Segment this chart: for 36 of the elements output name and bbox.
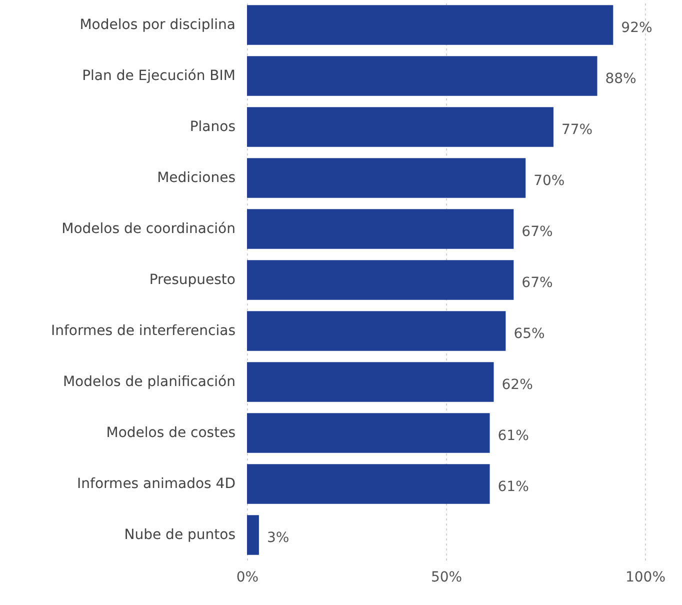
bar [247,209,514,249]
y-tick-label: Modelos de planificación [62,374,236,390]
bar [247,260,514,300]
data-label: 67% [522,224,553,240]
data-label: 3% [266,530,290,546]
data-label: 61% [498,479,529,496]
bar [247,464,490,504]
data-label: 61% [498,428,529,444]
bar [247,5,614,45]
y-tick-label: Modelos de coordinación [62,221,236,237]
bar [247,311,506,351]
y-tick-label: Mediciones [157,170,236,186]
y-tick-label: Modelos por disciplina [80,16,236,33]
y-tick-label: Presupuesto [149,272,236,288]
x-tick-label: 100% [625,570,666,586]
bar [247,107,554,147]
data-label: 77% [561,122,593,138]
bar [247,158,526,198]
data-label: 70% [534,172,565,189]
data-label: 62% [502,377,533,394]
data-label: 65% [514,326,545,342]
bar [247,362,494,402]
bar [247,413,490,453]
x-tick-label: 0% [236,570,259,586]
data-label: 92% [621,20,652,36]
y-tick-label: Plan de Ejecución BIM [82,68,236,84]
data-label: 88% [605,70,636,87]
y-tick-label: Modelos de costes [106,425,236,442]
x-tick-label: 50% [430,570,462,586]
bar [247,515,259,555]
bar [247,56,598,96]
y-tick-label: Informes de interferencias [50,323,236,339]
data-label: 67% [522,275,553,291]
y-tick-label: Nube de puntos [124,527,236,544]
y-tick-label: Informes animados 4D [77,476,236,492]
y-tick-label: Planos [190,118,236,135]
